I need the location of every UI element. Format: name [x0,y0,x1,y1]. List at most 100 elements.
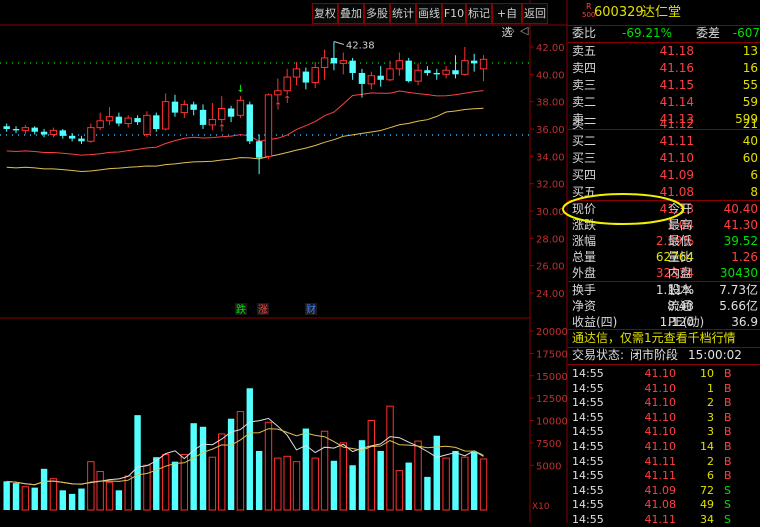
signal-arrow-icon: ↓ [236,84,244,95]
candle-body-up [283,76,291,92]
candle-body-down [31,127,38,132]
sell-order-row: 卖五 41.18 13 [572,43,760,60]
tick-side: B [724,381,732,395]
candle-body-up [236,99,245,116]
ma-line-red [6,90,484,156]
toolbar-button-8[interactable]: 返回 [522,3,548,24]
weibi-label: 委比 [572,26,597,40]
kline-chart[interactable]: 42.00 40.00 38.00 36.00 34.00 32.00 30.00 28.00… [0,0,568,523]
tick-row: 14:55 41.11 6 B [572,468,760,483]
candle-body-up [395,60,404,70]
volume-bar-down [433,435,440,510]
volume-bar-down [40,468,48,510]
tick-row: 14:55 41.11 2 B [572,454,760,469]
quote-label-2: 最高 [668,218,693,232]
price-tick-label: 30.00 [536,207,565,218]
quote-label: 现价 [572,202,597,216]
tick-row: 14:55 41.10 1 B [572,381,760,396]
buy-order-price: 41.10 [659,151,694,165]
collapse-icon[interactable]: ◁ [520,24,529,37]
toolbar-button-4[interactable]: 画线 [416,3,442,24]
toolbar-button-3[interactable]: 统计 [390,3,416,24]
candle-body-up [208,118,217,126]
stat-value-2: 5.66亿 [719,299,758,313]
tick-volume: 6 [707,469,714,483]
volume-bar-up [386,405,394,511]
volume-bar-down [405,462,412,510]
tick-volume: 3 [707,425,714,439]
tick-side: B [724,454,732,468]
volume-bar-up [218,433,226,511]
candle-body-down [134,118,141,123]
volume-bar-down [31,487,38,510]
candle-body-down [433,72,440,75]
signal-arrow-icon: ↑ [283,95,291,106]
toolbar-button-2[interactable]: 多股 [364,3,390,24]
volume-bar-down [302,428,310,510]
stat-row: 净资 8.43 流通 5.66亿 [572,298,760,315]
price-tick-label: 40.00 [536,70,565,81]
tick-row: 14:55 41.10 2 B [572,395,760,410]
volume-bar-up [264,421,273,511]
tick-time: 14:55 [572,469,604,483]
candle-body-up [461,60,469,75]
tick-time: 14:55 [572,410,604,424]
volume-bar-down [199,426,207,510]
sell-order-price: 41.14 [659,95,694,109]
sell-order-volume: 55 [742,78,758,92]
tick-volume: 1 [707,381,714,395]
candle-body-down [40,131,48,135]
tick-volume: 72 [700,483,714,497]
candle-body-up [386,68,394,81]
candle-body-up [311,67,319,84]
volume-bar-up [236,411,245,511]
stat-label: 换手 [572,283,597,297]
volume-bar-up [161,454,170,511]
buy-order-volume: 21 [742,117,758,131]
tick-price: 41.10 [644,425,677,439]
volume-bar-down [358,440,366,510]
quote-row: 总量 62764 量比 1.26 [572,249,760,266]
stat-value: 1.120 [659,315,694,329]
tick-time: 14:55 [572,513,604,526]
sell-order-volume: 59 [742,95,758,109]
price-tick-label: 36.00 [536,125,565,136]
tick-price: 41.10 [644,367,677,380]
stat-row: 收益(四) 1.120 PE(动) 36.9 [572,314,760,331]
candle-body-down [358,72,366,84]
candle-body-down [330,57,338,64]
event-marker-bg [235,303,247,315]
volume-bar-down [3,481,10,510]
candle-body-up [264,94,273,157]
tick-volume: 2 [707,396,714,410]
volume-bar-up [367,420,376,511]
quote-label-2: 量比 [668,250,693,264]
event-marker-label: 跌 [236,303,246,316]
tick-row: 14:55 41.10 3 B [572,410,760,425]
tick-side: B [724,396,732,410]
stat-label: 净资 [572,299,597,313]
toolbar-button-0[interactable]: 复权 [312,3,338,24]
volume-bar-up [49,478,58,511]
sell-order-row: 卖四 41.16 16 [572,60,760,77]
promo-text[interactable]: 通达信，仅需1元查看千档行情 [572,331,736,345]
toolbar-button-7[interactable]: +自选 [492,3,522,39]
volume-bar-down [190,423,197,510]
toolbar-button-6[interactable]: 标记 [466,3,492,24]
tick-price: 41.10 [644,381,677,395]
volume-tick-label: 15000 [536,372,568,383]
stat-row: 换手 1.11% 股本 7.73亿 [572,282,760,299]
toolbar-button-1[interactable]: 叠加 [338,3,364,24]
buy-order-row: 买四 41.09 6 [572,167,760,184]
candle-body-up [479,58,488,70]
tick-side: S [724,483,731,497]
tick-side: B [724,367,732,380]
volume-bar-down [246,388,253,510]
diamond-icon[interactable]: ◇ [506,24,515,37]
r-badge: R [586,2,592,11]
volume-bar-down [78,488,85,510]
promo-banner[interactable]: 通达信，仅需1元查看千档行情 [572,330,760,347]
quote-row: 涨幅 2.59% 最低 39.52 [572,233,760,250]
toolbar-button-5[interactable]: F10 [442,3,466,24]
quote-row: 外盘 32334 内盘 30430 [572,265,760,282]
